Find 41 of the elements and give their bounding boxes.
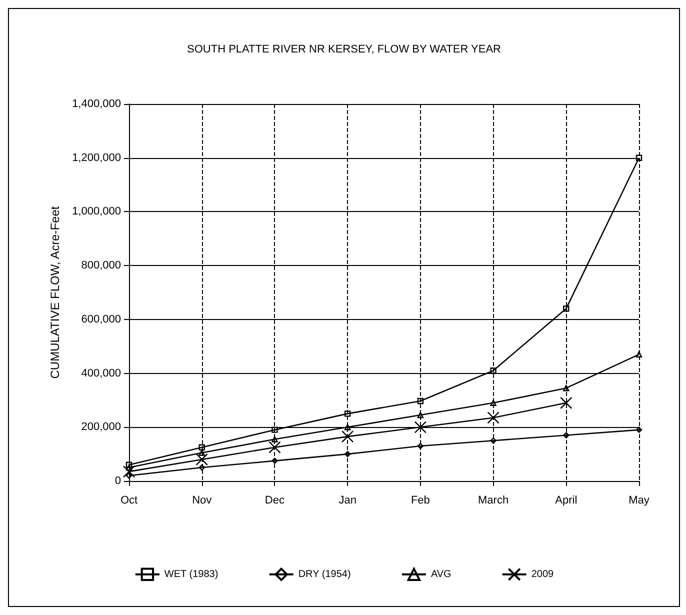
x-tick-label: Jan <box>338 494 356 506</box>
point <box>563 432 570 438</box>
point <box>272 436 278 442</box>
point <box>196 453 208 466</box>
point <box>563 306 570 312</box>
legend-label: 2009 <box>531 568 554 580</box>
point <box>636 426 642 433</box>
y-tick-label: 1,200,000 <box>72 152 121 164</box>
y-tick-label: 0 <box>114 475 121 487</box>
legend-label: DRY (1954) <box>298 568 351 580</box>
point <box>636 351 642 358</box>
y-tick-label: 200,000 <box>81 421 121 434</box>
point <box>414 421 427 434</box>
point <box>563 384 570 392</box>
x-tick-label: Nov <box>192 494 212 506</box>
point <box>126 462 132 468</box>
x-tick-label: Feb <box>410 494 430 506</box>
point <box>198 464 205 471</box>
y-axis-title: CUMULATIVE FLOW, Acre-Feet <box>48 206 62 379</box>
point <box>344 410 351 417</box>
point <box>560 396 572 410</box>
x-tick-label: March <box>478 494 509 506</box>
legend-label: AVG <box>430 568 452 580</box>
y-tick-label: 1,400,000 <box>72 98 121 110</box>
point <box>490 367 496 374</box>
x-tick-label: Oct <box>120 494 138 506</box>
y-tick-label: 400,000 <box>81 367 121 380</box>
x-tick-label: Dec <box>264 494 285 506</box>
point <box>344 450 351 458</box>
point <box>198 444 205 450</box>
point <box>417 398 424 404</box>
point <box>636 154 642 161</box>
y-tick-label: 600,000 <box>81 313 121 326</box>
point <box>272 426 278 433</box>
legend-label: WET (1983) <box>164 568 218 580</box>
point <box>417 412 424 418</box>
x-tick-label: May <box>628 494 650 506</box>
chart-title: SOUTH PLATTE RIVER NR KERSEY, FLOW BY WATER YEAR <box>187 44 502 56</box>
y-tick-label: 1,000,000 <box>72 206 121 218</box>
x-tick-label: April <box>555 494 578 506</box>
y-tick-label: 800,000 <box>81 260 121 272</box>
